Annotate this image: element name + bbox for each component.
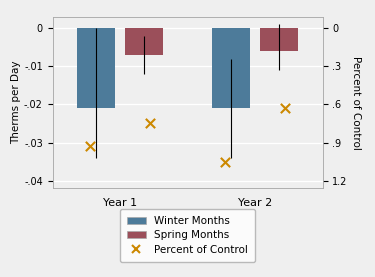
Bar bbox=[77, 28, 115, 108]
Y-axis label: Percent of Control: Percent of Control bbox=[351, 56, 361, 149]
Bar bbox=[212, 28, 250, 108]
Bar bbox=[260, 28, 298, 51]
Bar bbox=[125, 28, 163, 55]
Point bbox=[282, 106, 288, 111]
Y-axis label: Therms per Day: Therms per Day bbox=[11, 61, 21, 144]
Point bbox=[147, 121, 153, 126]
Point bbox=[87, 144, 93, 148]
Legend: Winter Months, Spring Months, Percent of Control: Winter Months, Spring Months, Percent of… bbox=[120, 209, 255, 262]
Point bbox=[222, 160, 228, 164]
